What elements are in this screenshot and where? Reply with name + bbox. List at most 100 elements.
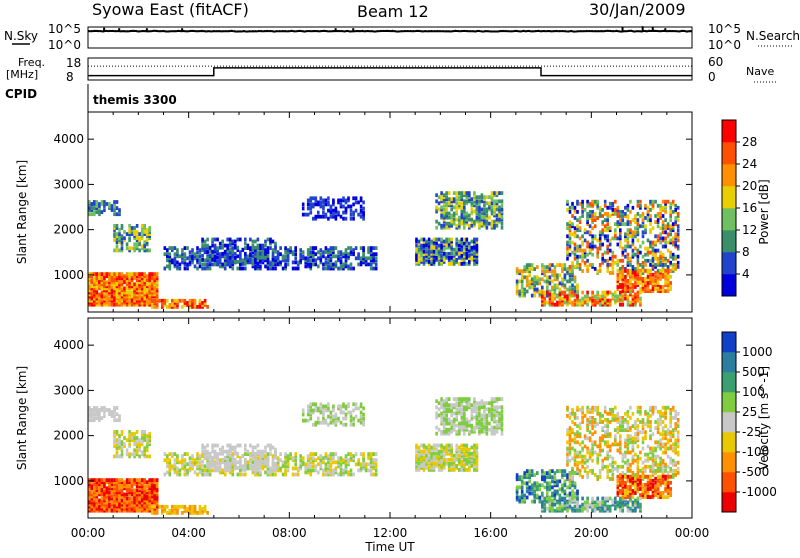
velocity-echo-cell [493,414,496,418]
power-echo-cell [199,258,202,262]
power-echo-cell [662,214,665,218]
power-echo-cell [619,241,622,245]
power-echo-cell [664,281,667,285]
power-echo-cell [267,258,270,262]
power-echo-cell [486,220,489,224]
power-echo-cell [632,271,635,275]
power-echo-cell [131,272,134,276]
power-echo-cell [556,284,559,288]
velocity-echo-cell [481,418,484,422]
power-echo-cell [282,267,285,271]
velocity-echo-cell [224,456,227,460]
power-echo-cell [211,244,214,248]
power-echo-cell [294,252,297,256]
power-echo-cell [315,263,318,267]
velocity-echo-cell [448,397,451,401]
power-echo-cell [496,224,499,228]
velocity-echo-cell [337,460,340,464]
power-echo-cell [350,250,353,254]
power-echo-cell [669,218,672,222]
power-echo-cell [481,222,484,226]
power-echo-cell [659,237,662,241]
power-echo-cell [634,220,637,224]
velocity-echo-cell [141,478,144,482]
velocity-echo-cell [455,401,458,405]
velocity-echo-cell [199,454,202,458]
power-echo-cell [415,238,418,242]
power-echo-cell [622,265,625,269]
velocity-echo-cell [498,424,501,428]
power-echo-cell [501,222,504,226]
power-echo-cell [468,224,471,228]
velocity-echo-cell [458,401,461,405]
power-echo-cell [118,208,121,212]
power-echo-cell [445,222,448,226]
power-echo-cell [234,240,237,244]
power-echo-cell [556,263,559,267]
velocity-echo-cell [355,452,358,456]
velocity-echo-cell [257,468,260,472]
power-echo-cell [96,210,99,214]
velocity-echo-cell [337,405,340,409]
power-echo-cell [481,199,484,203]
velocity-echo-cell [423,462,426,466]
velocity-echo-cell [335,421,338,425]
power-echo-cell [546,275,549,279]
noise-spike [352,28,354,31]
velocity-echo-cell [121,452,124,456]
velocity-echo-cell [274,473,277,477]
velocity-echo-cell [332,415,335,419]
power-echo-cell [546,280,549,284]
velocity-echo-cell [362,407,365,411]
power-echo-cell [237,246,240,250]
power-echo-cell [549,275,552,279]
velocity-echo-cell [360,402,363,406]
velocity-echo-cell [297,467,300,471]
power-echo-cell [108,297,111,301]
power-echo-cell [352,267,355,271]
power-echo-cell [639,273,642,277]
power-echo-cell [471,258,474,262]
power-echo-cell [591,245,594,249]
power-echo-cell [317,201,320,205]
velocity-echo-cell [229,462,232,466]
velocity-echo-cell [302,413,305,417]
power-echo-cell [435,250,438,254]
velocity-echo-cell [138,478,141,482]
power-echo-cell [146,282,149,286]
velocity-echo-cell [287,469,290,473]
velocity-echo-cell [546,486,549,490]
power-echo-cell [659,251,662,255]
power-echo-cell [257,238,260,242]
velocity-echo-cell [143,436,146,440]
power-echo-cell [443,224,446,228]
power-echo-cell [546,269,549,273]
velocity-echo-cell [292,473,295,477]
power-echo-cell [294,256,297,260]
velocity-echo-cell [103,478,106,482]
velocity-echo-cell [98,499,101,503]
power-echo-cell [116,212,119,216]
power-echo-cell [624,283,627,287]
velocity-echo-cell [196,473,199,477]
power-echo-cell [350,209,353,213]
velocity-echo-cell [312,423,315,427]
power-echo-cell [518,280,521,284]
power-echo-cell [606,206,609,210]
power-echo-cell [458,244,461,248]
velocity-echo-cell [186,469,189,473]
velocity-echo-cell [302,419,305,423]
velocity-echo-cell [340,405,343,409]
power-echo-cell [634,271,637,275]
power-echo-cell [561,297,564,301]
power-echo-cell [619,218,622,222]
velocity-echo-cell [315,421,318,425]
power-echo-cell [121,246,124,250]
cpid-label: CPID [5,87,37,101]
power-echo-cell [310,196,313,200]
power-echo-cell [574,299,577,303]
power-echo-cell [544,297,547,301]
power-echo-cell [146,289,149,293]
power-echo-cell [304,265,307,269]
velocity-echo-cell [347,452,350,456]
